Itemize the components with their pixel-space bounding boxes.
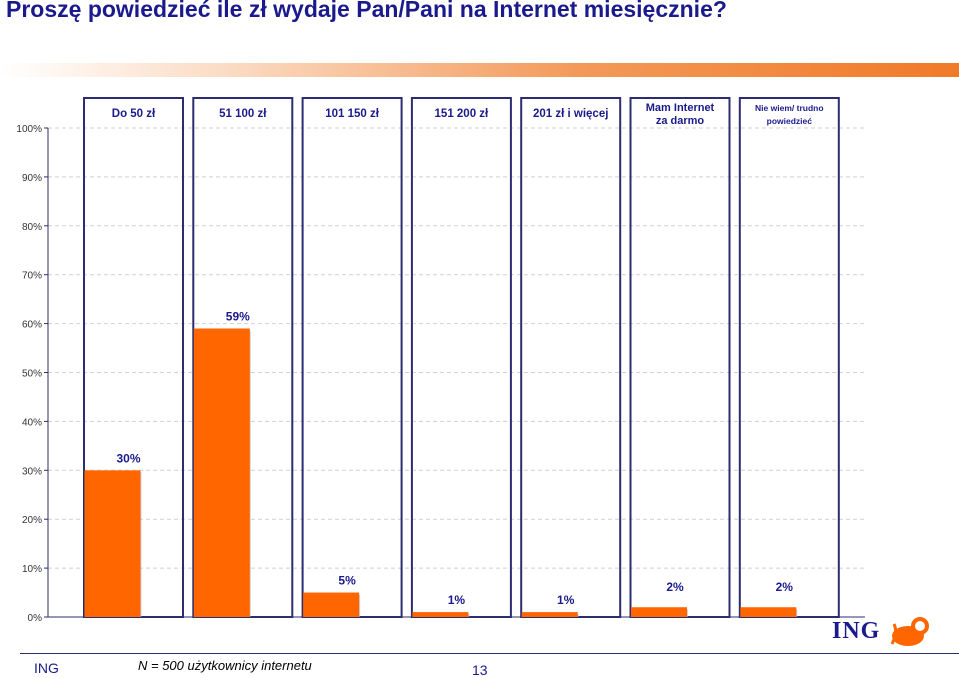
y-tick-label: 90% (22, 173, 42, 184)
value-label: 1% (448, 593, 466, 607)
bar (303, 592, 360, 617)
category-label: Nie wiem/ trudno (755, 103, 823, 113)
category-panel (410, 97, 512, 618)
category-panel (520, 97, 622, 618)
bar (193, 328, 250, 617)
bar (631, 607, 687, 617)
y-tick-label: 20% (22, 515, 42, 526)
y-tick-label: 60% (22, 320, 42, 331)
category-panel (738, 97, 840, 618)
sample-note: N = 500 użytkownicy internetu (138, 658, 312, 673)
page-number: 13 (472, 662, 488, 678)
y-tick-label: 10% (22, 564, 42, 575)
value-label: 59% (226, 309, 250, 323)
footer-divider (20, 653, 959, 654)
bar (521, 612, 578, 617)
y-tick-label: 0% (28, 613, 43, 624)
category-label: Do 50 zł (112, 108, 156, 120)
bar (412, 612, 469, 617)
category-panel (629, 97, 731, 618)
value-label: 2% (776, 580, 794, 594)
page-title: Proszę powiedzieć ile zł wydaje Pan/Pani… (6, 0, 727, 22)
bar (740, 607, 797, 617)
decorative-stripe (0, 63, 959, 77)
lion-icon (890, 617, 929, 646)
category-label: 101 150 zł (325, 108, 380, 120)
y-tick-label: 30% (22, 466, 42, 477)
footer-brand: ING (34, 660, 59, 676)
bar (84, 470, 141, 617)
category-panel (301, 97, 403, 618)
y-tick-label: 40% (22, 417, 42, 428)
category-label: 151 200 zł (435, 108, 490, 120)
value-label: 5% (338, 574, 356, 588)
logo-text: ING (832, 618, 881, 644)
value-label: 1% (557, 593, 575, 607)
y-tick-label: 50% (22, 369, 42, 380)
value-label: 2% (666, 580, 684, 594)
category-label: 201 zł i więcej (533, 108, 608, 120)
category-label: 51 100 zł (219, 108, 267, 120)
ing-logo: ING (832, 614, 932, 648)
category-label: powiedzieć (767, 116, 813, 126)
category-label: za darmo (656, 115, 705, 127)
y-tick-label: 80% (22, 222, 42, 233)
y-tick-label: 70% (22, 271, 42, 282)
y-tick-label: 100% (16, 124, 42, 135)
value-label: 30% (116, 451, 140, 465)
category-label: Mam Internet (646, 102, 715, 114)
